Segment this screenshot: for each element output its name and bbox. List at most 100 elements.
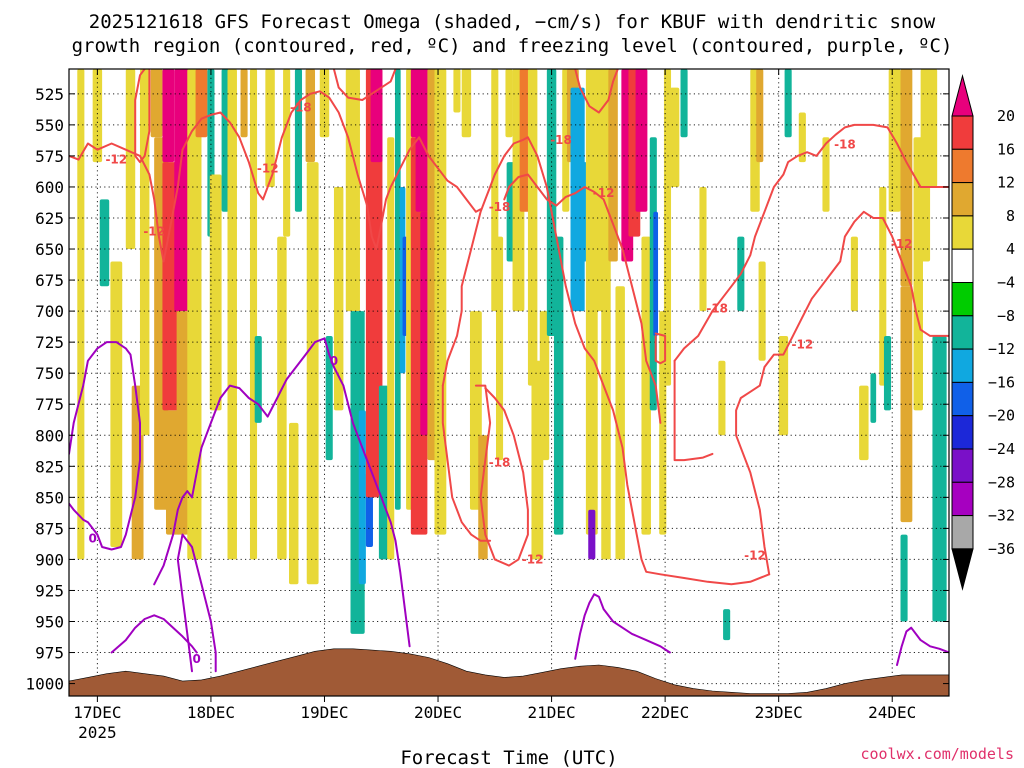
omega-shading-band <box>680 69 688 138</box>
omega-shading-band <box>635 69 648 212</box>
omega-shading-band <box>319 69 330 138</box>
dgz-contour-minus18 <box>332 69 397 101</box>
omega-shading-band <box>723 609 731 641</box>
omega-shading-band <box>277 236 287 560</box>
contour-label: 0 <box>193 652 201 666</box>
omega-shading-band <box>495 236 504 461</box>
dgz-contour-minus18 <box>574 69 619 114</box>
omega-shading-band <box>387 137 395 560</box>
y-tick-label: 975 <box>35 644 64 663</box>
omega-shading-band <box>927 69 938 187</box>
x-axis-title: Forecast Time (UTC) <box>400 747 617 768</box>
contour-label: -18 <box>706 302 728 316</box>
colorbar-segment <box>951 315 974 350</box>
omega-shading-band <box>641 236 651 535</box>
omega-shading-band <box>305 69 316 163</box>
y-tick-label: 800 <box>35 426 64 445</box>
contour-label: -12 <box>105 153 127 167</box>
omega-shading-band <box>505 69 513 138</box>
y-tick-label: 850 <box>35 488 64 507</box>
omega-shading-band <box>139 69 150 436</box>
omega-shading-band <box>176 311 189 535</box>
x-tick-label: 18DEC <box>187 703 235 722</box>
y-tick-label: 575 <box>35 147 64 166</box>
colorbar-segment <box>951 481 974 517</box>
dgz-contour-minus18 <box>673 359 714 462</box>
dgz-contour-minus12 <box>735 210 949 576</box>
colorbar-tick-label: 20 <box>997 107 1015 125</box>
omega-shading-band <box>900 534 908 622</box>
omega-shading-band <box>653 211 659 336</box>
omega-shading-band <box>588 509 596 560</box>
omega-shading-band <box>553 236 564 535</box>
freezing-level-contour <box>69 341 141 551</box>
x-year-label: 2025 <box>78 723 117 742</box>
dgz-contour-minus18 <box>673 123 949 362</box>
contour-layer <box>69 69 949 673</box>
omega-shading-band <box>370 69 383 163</box>
x-tick-label: 24DEC <box>868 703 916 722</box>
omega-shading-band <box>306 162 319 585</box>
colorbar-segment <box>951 415 974 450</box>
omega-shading-band <box>758 261 766 361</box>
colorbar-segment <box>951 182 974 217</box>
colorbar: 20 16 12 8 4 −4 −8 −12 −16 −20 −24 −28 −32 −36 <box>951 74 1015 591</box>
colorbar-tick-label: 8 <box>1006 207 1015 225</box>
x-tick-label: 23DEC <box>755 703 803 722</box>
omega-shading-band <box>150 69 163 138</box>
y-tick-label: 950 <box>35 613 64 632</box>
omega-shading-band <box>325 335 333 461</box>
colorbar-tick-label: 4 <box>1006 240 1015 258</box>
colorbar-segment <box>951 348 974 383</box>
colorbar-tick-label: −24 <box>988 440 1015 458</box>
x-tick-label: 20DEC <box>414 703 462 722</box>
y-tick-label: 875 <box>35 519 64 538</box>
y-tick-label: 625 <box>35 209 64 228</box>
y-tick-label: 725 <box>35 333 64 352</box>
x-tick-label: 22DEC <box>641 703 689 722</box>
y-tick-label: 900 <box>35 550 64 569</box>
omega-shading-band <box>778 335 789 436</box>
colorbar-tick-label: −4 <box>997 274 1015 292</box>
contour-label: -18 <box>489 200 511 214</box>
omega-shading-band <box>92 69 103 163</box>
colorbar-tick-label: −32 <box>988 507 1015 525</box>
dgz-contour-minus18 <box>474 384 529 567</box>
colorbar-tick-label: −8 <box>997 307 1015 325</box>
omega-shading-band <box>110 261 123 548</box>
omega-shading-band <box>461 69 472 138</box>
freezing-level-contour <box>191 337 411 648</box>
contour-label: -12 <box>891 237 913 251</box>
omega-shading-band <box>932 335 947 622</box>
colorbar-segment <box>951 381 974 417</box>
colorbar-segment <box>951 282 974 317</box>
dgz-contour-minus12 <box>441 136 771 586</box>
omega-shading-band <box>394 69 401 510</box>
dgz-contour-minus12 <box>441 384 492 542</box>
omega-shading-band <box>195 69 208 138</box>
colorbar-tick-label: −28 <box>988 473 1015 491</box>
plot-area: -12 -12 -12 -18 -18 -12 -18 -18 -18 -12 -12 -18 -12 -… <box>68 68 950 697</box>
omega-shading-band <box>265 69 275 187</box>
credit-link[interactable]: coolwx.com/models <box>860 745 1014 763</box>
freezing-level-contour <box>153 490 193 586</box>
omega-shading-band <box>669 87 680 187</box>
omega-shading-band <box>283 69 291 237</box>
y-tick-label: 550 <box>35 116 64 135</box>
y-axis: 525 550 575 600 625 650 675 700 725 750 775 800 825 8… <box>25 85 949 694</box>
dgz-contour-minus12 <box>69 90 482 263</box>
contour-label: -12 <box>257 161 279 175</box>
omega-shading-band <box>453 69 461 113</box>
omega-shading-band <box>240 69 248 138</box>
omega-shading-band <box>345 69 360 312</box>
terrain-fill <box>69 648 949 696</box>
omega-shading-band <box>577 162 588 262</box>
colorbar-tick-label: 12 <box>997 174 1015 192</box>
omega-shading-band <box>434 69 447 535</box>
terrain-layer <box>69 648 949 696</box>
colorbar-segment <box>951 248 974 283</box>
omega-shading-band <box>539 311 550 461</box>
omega-shading-band <box>663 69 672 386</box>
y-tick-label: 675 <box>35 271 64 290</box>
y-tick-label: 650 <box>35 240 64 259</box>
